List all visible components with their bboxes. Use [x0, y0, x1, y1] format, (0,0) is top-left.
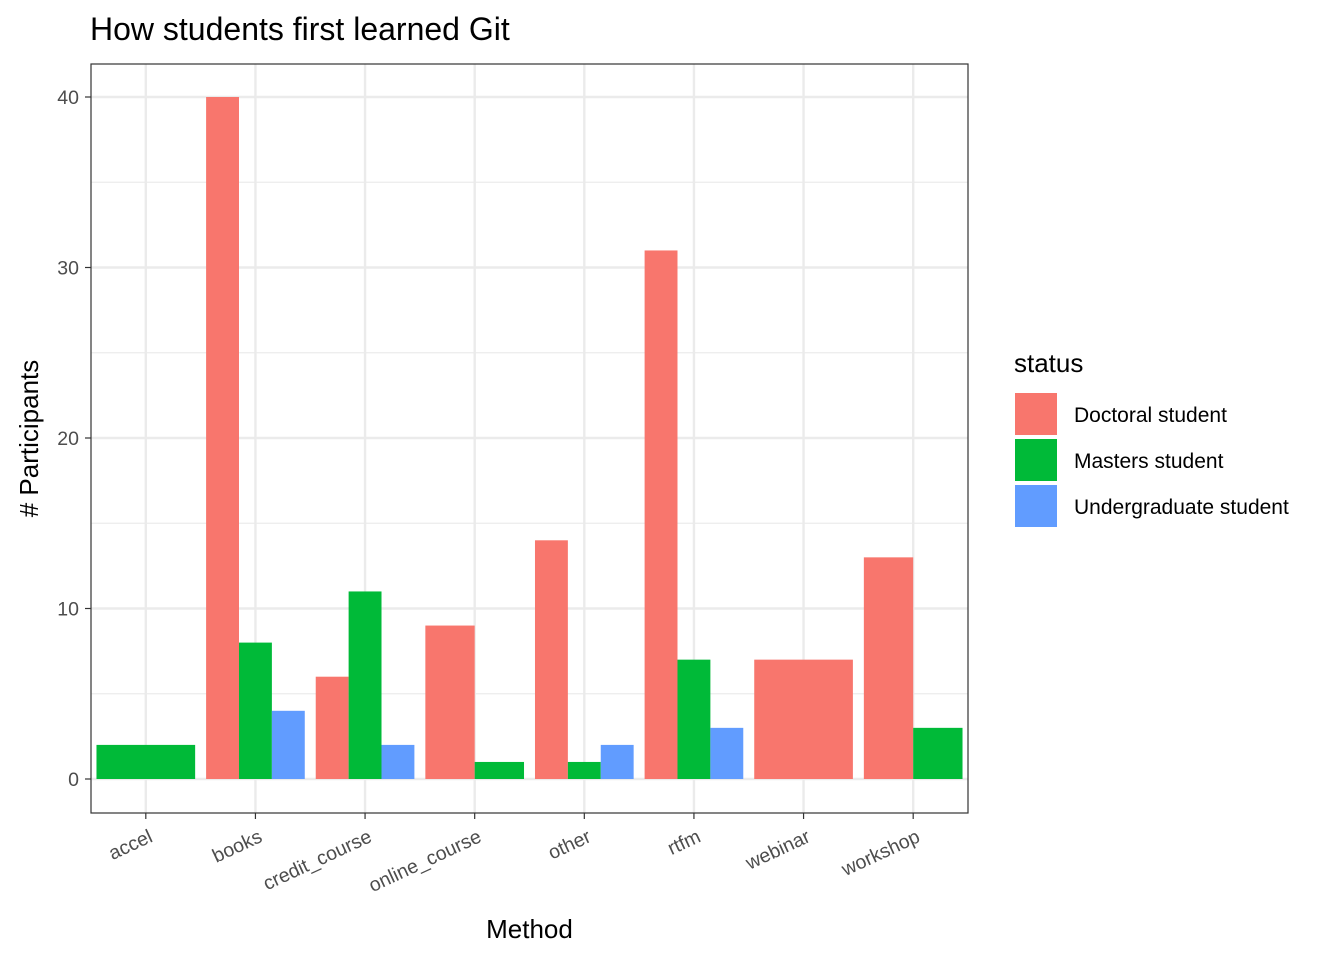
legend-label: Masters student — [1074, 450, 1224, 473]
x-tick-label: other — [545, 825, 595, 864]
bar-books-masters-student — [238, 642, 272, 779]
x-tick-label: credit_course — [260, 826, 375, 895]
bars — [96, 97, 963, 779]
legend-key-doctoral-student — [1015, 393, 1057, 435]
y-tick-label: 40 — [57, 87, 79, 109]
bar-workshop-masters-student — [913, 727, 963, 779]
plot-panel — [90, 63, 969, 814]
bar-webinar-doctoral-student — [754, 659, 853, 779]
legend-key-masters-student — [1015, 439, 1057, 481]
legend-items: Doctoral student Masters student Undergrad… — [1015, 393, 1289, 527]
x-tick-label: webinar — [742, 825, 815, 874]
y-tick-label: 10 — [57, 599, 79, 621]
bar-online_course-masters-student — [474, 761, 525, 779]
y-axis-title: # Participants — [14, 360, 44, 518]
bar-other-doctoral-student — [534, 540, 568, 779]
bar-other-masters-student — [567, 761, 601, 779]
x-tick-label: books — [209, 825, 266, 867]
bar-credit_course-undergraduate-student — [381, 744, 415, 779]
legend: status Doctoral student Masters student Un… — [1014, 348, 1289, 527]
x-tick-label: rtfm — [664, 826, 704, 860]
chart-title: How students first learned Git — [90, 11, 510, 47]
y-axis: 0 10 20 30 40 — [57, 87, 91, 791]
y-tick-label: 0 — [68, 769, 79, 791]
legend-label: Doctoral student — [1074, 404, 1227, 427]
y-tick-label: 30 — [57, 258, 79, 280]
bar-books-undergraduate-student — [271, 710, 305, 779]
bar-accel-masters-student — [96, 744, 196, 779]
x-tick-label: accel — [105, 826, 156, 865]
x-tick-label: workshop — [837, 826, 923, 882]
x-tick-label: online_course — [365, 826, 484, 897]
bar-rtfm-masters-student — [677, 659, 711, 779]
legend-label: Undergraduate student — [1074, 496, 1289, 519]
bar-online_course-doctoral-student — [425, 625, 475, 779]
bar-rtfm-undergraduate-student — [710, 727, 744, 779]
legend-title: status — [1014, 348, 1083, 378]
bar-workshop-doctoral-student — [863, 557, 914, 779]
legend-key-undergraduate-student — [1015, 485, 1057, 527]
x-axis-title: Method — [486, 914, 573, 944]
bar-books-doctoral-student — [206, 97, 239, 779]
bar-credit_course-masters-student — [348, 591, 382, 779]
y-tick-label: 20 — [57, 428, 79, 450]
bar-credit_course-doctoral-student — [315, 676, 349, 779]
bar-rtfm-doctoral-student — [644, 250, 678, 779]
bar-other-undergraduate-student — [600, 744, 634, 779]
